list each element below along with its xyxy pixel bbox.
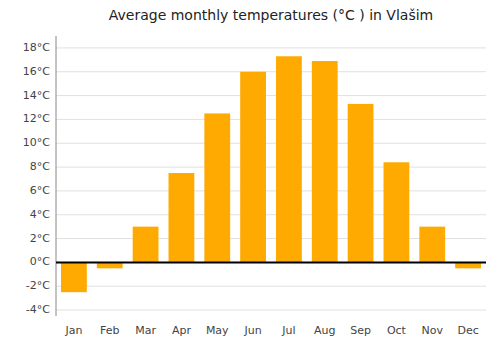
y-tick-label: 12°C — [23, 112, 50, 125]
y-tick-label: 10°C — [23, 136, 50, 149]
grid-line — [56, 167, 486, 168]
grid-line — [56, 262, 486, 263]
x-tick-label: May — [206, 324, 229, 337]
y-axis-line — [56, 36, 57, 316]
y-tick-label: 4°C — [30, 208, 50, 221]
y-tick-label: -2°C — [26, 279, 50, 292]
bar — [276, 56, 302, 262]
y-tick-label: 16°C — [23, 65, 50, 78]
grid-line — [56, 143, 486, 144]
bars — [61, 56, 481, 292]
x-tick-label: Dec — [457, 324, 478, 337]
bar — [169, 173, 195, 262]
bar — [348, 104, 374, 262]
y-tick-label: 2°C — [30, 232, 50, 245]
chart-container: Average monthly temperatures (°C ) in Vl… — [0, 0, 500, 350]
grid-line — [56, 214, 486, 215]
bar — [240, 72, 266, 263]
y-tick-label: 18°C — [23, 41, 50, 54]
bar — [204, 113, 230, 262]
y-tick-label: 6°C — [30, 184, 50, 197]
bar — [419, 227, 445, 263]
grid-line — [56, 47, 486, 48]
title: Average monthly temperatures (°C ) in Vl… — [109, 7, 433, 23]
grid-line — [56, 95, 486, 96]
bar — [384, 162, 410, 262]
x-tick-label: Jul — [281, 324, 295, 337]
y-tick-label: 14°C — [23, 89, 50, 102]
chart: Average monthly temperatures (°C ) in Vl… — [0, 0, 500, 350]
x-tick-label: Oct — [387, 324, 407, 337]
x-tick-label: Feb — [100, 324, 119, 337]
x-tick-label: Jan — [64, 324, 82, 337]
bar — [61, 262, 87, 292]
grid-line — [56, 71, 486, 72]
x-tick-label: Aug — [314, 324, 335, 337]
grid-line — [56, 286, 486, 287]
y-tick-label: 0°C — [30, 255, 50, 268]
x-tick-label: Nov — [422, 324, 444, 337]
y-tick-label: 8°C — [30, 160, 50, 173]
bar — [312, 61, 338, 262]
x-tick-label: Apr — [172, 324, 192, 337]
x-tick-label: Mar — [135, 324, 156, 337]
grid-line — [56, 310, 486, 311]
x-tick-label: Jun — [243, 324, 261, 337]
grid — [56, 48, 486, 310]
zero-line — [56, 261, 486, 263]
grid-line — [56, 119, 486, 120]
y-tick-label: -4°C — [26, 303, 50, 316]
bar — [133, 227, 159, 263]
x-tick-label: Sep — [350, 324, 371, 337]
grid-line — [56, 190, 486, 191]
